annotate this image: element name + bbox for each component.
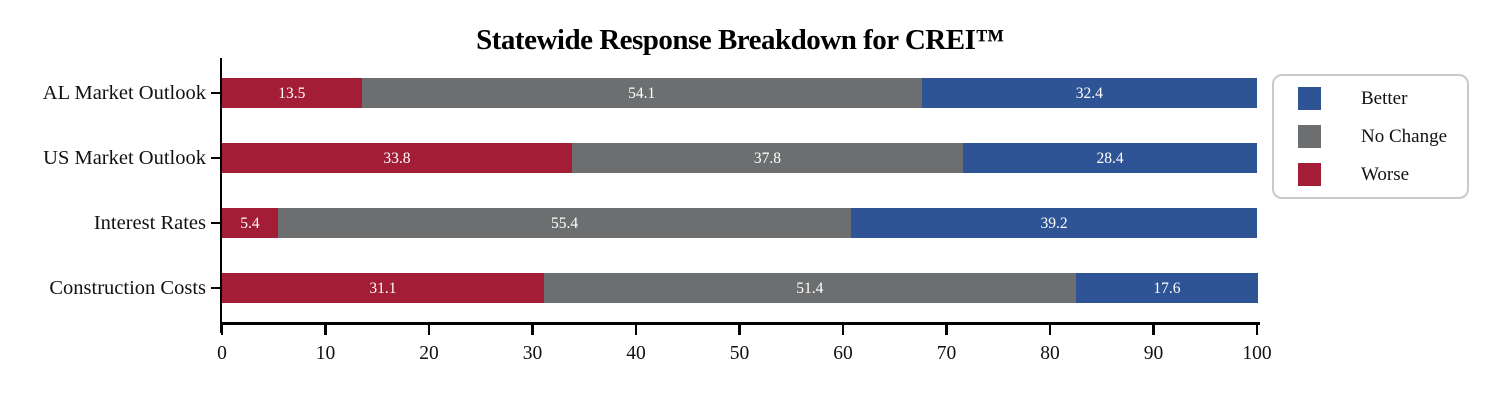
category-label-interest-rates: Interest Rates: [93, 212, 206, 234]
legend-label-better: Better: [1361, 87, 1408, 109]
x-tick-30: [531, 324, 534, 335]
bar-value-label: 31.1: [369, 279, 397, 297]
bar-segment-worse-us-market-outlook: 33.8: [222, 143, 572, 173]
legend-item-no-change: No Change: [1298, 125, 1467, 148]
bar-segment-better-al-market-outlook: 32.4: [921, 78, 1257, 108]
x-tick-label-10: 10: [315, 343, 336, 364]
x-tick-90: [1152, 324, 1155, 335]
y-tick-construction-costs: [211, 286, 220, 290]
y-tick-interest-rates: [211, 221, 220, 225]
bar-row-us-market-outlook: 33.8 37.8 28.4: [222, 143, 1257, 173]
bar-value-label: 37.8: [753, 149, 781, 167]
bar-segment-worse-al-market-outlook: 13.5: [222, 78, 362, 108]
x-tick-label-20: 20: [419, 343, 439, 364]
x-tick-label-70: 70: [936, 343, 957, 364]
bar-value-label: 32.4: [1075, 84, 1103, 102]
y-axis-line: [219, 58, 222, 333]
bar-value-label: 5.4: [240, 214, 260, 232]
chart-title: Statewide Response Breakdown for CREI™: [476, 24, 1004, 56]
legend-item-worse: Worse: [1298, 163, 1467, 186]
bar-row-al-market-outlook: 13.5 54.1 32.4: [222, 78, 1257, 108]
bar-value-label: 51.4: [796, 279, 824, 297]
legend-item-better: Better: [1298, 87, 1467, 110]
bar-value-label: 33.8: [383, 149, 411, 167]
x-tick-label-0: 0: [217, 343, 227, 364]
x-tick-label-50: 50: [729, 343, 750, 364]
bar-row-interest-rates: 5.4 55.4 39.2: [222, 208, 1257, 238]
legend-swatch-no-change: [1298, 125, 1321, 148]
bar-value-label: 13.5: [278, 84, 306, 102]
bar-segment-no-change-construction-costs: 51.4: [543, 273, 1076, 303]
x-tick-50: [738, 324, 741, 335]
x-tick-80: [1048, 324, 1052, 335]
bar-value-label: 17.6: [1153, 279, 1181, 297]
x-tick-70: [945, 324, 948, 335]
x-tick-label-60: 60: [833, 343, 853, 364]
x-tick-0: [220, 324, 224, 335]
legend-swatch-better: [1298, 87, 1321, 110]
bar-segment-no-change-us-market-outlook: 37.8: [571, 143, 964, 173]
x-tick-label-80: 80: [1040, 343, 1060, 364]
y-tick-us-market-outlook: [211, 156, 220, 160]
bar-segment-better-interest-rates: 39.2: [851, 208, 1257, 238]
x-tick-label-100: 100: [1242, 343, 1272, 364]
bar-segment-better-construction-costs: 17.6: [1075, 273, 1259, 303]
x-tick-40: [634, 324, 638, 335]
bar-value-label: 39.2: [1040, 214, 1068, 232]
bar-value-label: 55.4: [551, 214, 579, 232]
bar-value-label: 54.1: [628, 84, 656, 102]
x-tick-label-30: 30: [522, 343, 543, 364]
category-label-construction-costs: Construction Costs: [49, 277, 206, 299]
x-tick-100: [1255, 324, 1259, 335]
bar-segment-no-change-al-market-outlook: 54.1: [361, 78, 922, 108]
x-axis-line: [219, 322, 1260, 325]
bar-segment-worse-interest-rates: 5.4: [222, 208, 278, 238]
category-label-al-market-outlook: AL Market Outlook: [42, 82, 206, 104]
bar-segment-no-change-interest-rates: 55.4: [277, 208, 852, 238]
x-tick-60: [841, 324, 845, 335]
x-tick-20: [427, 324, 431, 335]
legend-swatch-worse: [1298, 163, 1321, 186]
legend-label-no-change: No Change: [1361, 125, 1448, 147]
legend: Better No Change Worse: [1272, 74, 1469, 199]
y-tick-al-market-outlook: [211, 91, 220, 95]
bar-segment-better-us-market-outlook: 28.4: [963, 143, 1257, 173]
x-tick-label-90: 90: [1143, 343, 1164, 364]
bar-value-label: 28.4: [1096, 149, 1124, 167]
category-label-us-market-outlook: US Market Outlook: [43, 147, 206, 169]
x-tick-10: [324, 324, 327, 335]
bar-row-construction-costs: 31.1 51.4 17.6: [222, 273, 1259, 303]
legend-label-worse: Worse: [1361, 163, 1410, 185]
x-tick-label-40: 40: [626, 343, 646, 364]
bar-segment-worse-construction-costs: 31.1: [222, 273, 544, 303]
